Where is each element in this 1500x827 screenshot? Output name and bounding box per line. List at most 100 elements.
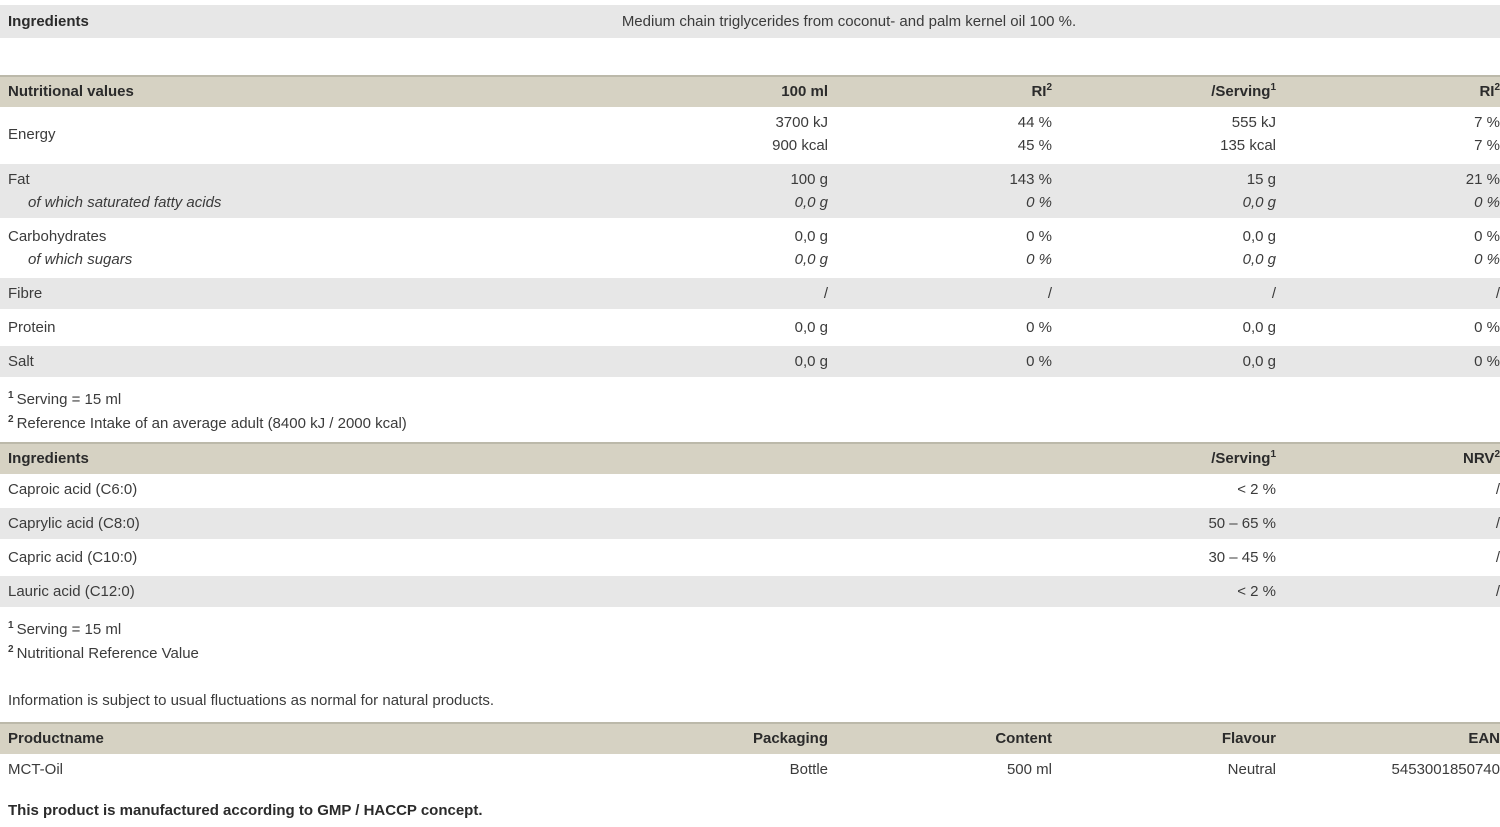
footnote-text: Nutritional Reference Value [16, 645, 199, 662]
table-row-lauric-acid: Lauric acid (C12:0) < 2 % / [0, 576, 1500, 610]
row-label: Caproic acid (C6:0) [8, 481, 138, 498]
product-col-flavour: Flavour [1221, 730, 1276, 747]
value: 0,0 g [1242, 194, 1276, 211]
product-col-productname: Productname [8, 730, 104, 747]
fluctuation-disclaimer: Information is subject to usual fluctuat… [8, 692, 495, 709]
table-row-energy: Energy 3700 kJ 900 kcal 44 % 45 % 555 kJ… [0, 107, 1500, 164]
footnote-text: Serving = 15 ml [16, 621, 122, 638]
value: 900 kcal [772, 137, 828, 154]
value: 0,0 g [794, 228, 828, 245]
col-label: 100 ml [781, 83, 828, 100]
product-content: 500 ml [1006, 761, 1052, 778]
product-col-packaging: Packaging [752, 730, 828, 747]
value: 0 % [1026, 319, 1052, 336]
value: 30 – 45 % [1208, 549, 1276, 566]
nutrition-col-serving: /Serving1 [1052, 81, 1276, 103]
value: 135 kcal [1220, 137, 1276, 154]
value: < 2 % [1237, 583, 1276, 600]
row-label: Capric acid (C10:0) [8, 549, 138, 566]
product-col-content: Content [995, 730, 1052, 747]
acids-footnotes: 1 Serving = 15 ml 2 Nutritional Reference … [0, 618, 1500, 666]
nutrition-header-row: Nutritional values 100 ml RI2 /Serving1 … [0, 75, 1500, 107]
footnote-text: Serving = 15 ml [16, 391, 122, 408]
nutrition-title: Nutritional values [8, 83, 134, 100]
ingredients-summary-row: Ingredients Medium chain triglycerides f… [0, 5, 1500, 38]
label-sub: of which saturated fatty acids [28, 194, 222, 211]
table-row-product: MCT-Oil Bottle 500 ml Neutral 5453001850… [0, 754, 1500, 788]
row-values: 0 % 0 % [828, 225, 1052, 271]
value: 0 % [1026, 251, 1052, 268]
row-values: 555 kJ 135 kcal [1052, 111, 1276, 157]
acids-title: Ingredients [8, 450, 89, 467]
ingredients-summary-value: Medium chain triglycerides from coconut-… [621, 13, 1077, 30]
value: 0 % [1026, 194, 1052, 211]
value: 0 % [1474, 251, 1500, 268]
table-row-fibre: Fibre / / / / [0, 278, 1500, 312]
row-label: Energy [8, 125, 56, 143]
spacer [0, 38, 1500, 75]
table-row-fat: Fat of which saturated fatty acids 100 g… [0, 164, 1500, 221]
row-label: Fat of which saturated fatty acids [0, 168, 604, 214]
value: / [1271, 285, 1276, 302]
row-values: 100 g 0,0 g [604, 168, 828, 214]
row-label: Carbohydrates of which sugars [0, 225, 604, 271]
value: 0,0 g [794, 251, 828, 268]
table-row-carbohydrates: Carbohydrates of which sugars 0,0 g 0,0 … [0, 221, 1500, 278]
col-sup: 2 [1046, 82, 1052, 93]
product-packaging: Bottle [789, 761, 828, 778]
row-values: 143 % 0 % [828, 168, 1052, 214]
col-label: RI [1031, 83, 1047, 100]
value: 0 % [1474, 319, 1500, 336]
acids-col-serving: /Serving1 [1052, 448, 1276, 470]
row-values: 0,0 g 0,0 g [604, 225, 828, 271]
row-label: Salt [8, 353, 34, 370]
acids-col-nrv: NRV2 [1276, 448, 1500, 470]
value: 0,0 g [1242, 228, 1276, 245]
value: 50 – 65 % [1208, 515, 1276, 532]
col-sup: 1 [1270, 82, 1276, 93]
value: 0 % [1474, 194, 1500, 211]
row-values: 0,0 g 0,0 g [1052, 225, 1276, 271]
value: / [1047, 285, 1052, 302]
row-label: Lauric acid (C12:0) [8, 583, 135, 600]
row-values: 0 % 0 % [1276, 225, 1500, 271]
footnote-marker: 2 [8, 414, 14, 425]
row-values: 15 g 0,0 g [1052, 168, 1276, 214]
row-values: 21 % 0 % [1276, 168, 1500, 214]
value: < 2 % [1237, 481, 1276, 498]
table-row-caproic-acid: Caproic acid (C6:0) < 2 % / [0, 474, 1500, 508]
col-label: RI [1479, 83, 1495, 100]
row-label: Fibre [8, 285, 43, 302]
nutrition-footnotes: 1 Serving = 15 ml 2 Reference Intake of an… [0, 388, 1500, 436]
label-main: Carbohydrates [8, 228, 107, 245]
label-main: Fat [8, 171, 30, 188]
value: 0,0 g [794, 353, 828, 370]
product-header-row: Productname Packaging Content Flavour EA… [0, 722, 1500, 754]
value: 555 kJ [1231, 114, 1276, 131]
col-label: /Serving [1211, 450, 1271, 467]
col-label: /Serving [1211, 83, 1271, 100]
product-col-ean: EAN [1468, 730, 1500, 747]
footnote: 1 Serving = 15 ml [8, 388, 1500, 412]
product-name: MCT-Oil [8, 761, 63, 778]
value: 21 % [1465, 171, 1500, 188]
value: / [1495, 481, 1500, 498]
nutrition-col-100ml: 100 ml [604, 81, 828, 103]
value: 0 % [1474, 353, 1500, 370]
value: 44 % [1017, 114, 1052, 131]
value: / [1495, 515, 1500, 532]
value: / [1495, 549, 1500, 566]
footnote: 2 Reference Intake of an average adult (8… [8, 412, 1500, 436]
value: 0,0 g [1242, 319, 1276, 336]
value: 0,0 g [794, 319, 828, 336]
row-values: 3700 kJ 900 kcal [604, 111, 828, 157]
nutrition-col-ri: RI2 [828, 81, 1052, 103]
table-row-protein: Protein 0,0 g 0 % 0,0 g 0 % [0, 312, 1500, 346]
footnote: 1 Serving = 15 ml [8, 618, 1500, 642]
value: 0,0 g [1242, 353, 1276, 370]
value: 100 g [790, 171, 828, 188]
footnote: 2 Nutritional Reference Value [8, 642, 1500, 666]
value: / [823, 285, 828, 302]
value: 7 % [1474, 137, 1500, 154]
value: 0 % [1474, 228, 1500, 245]
